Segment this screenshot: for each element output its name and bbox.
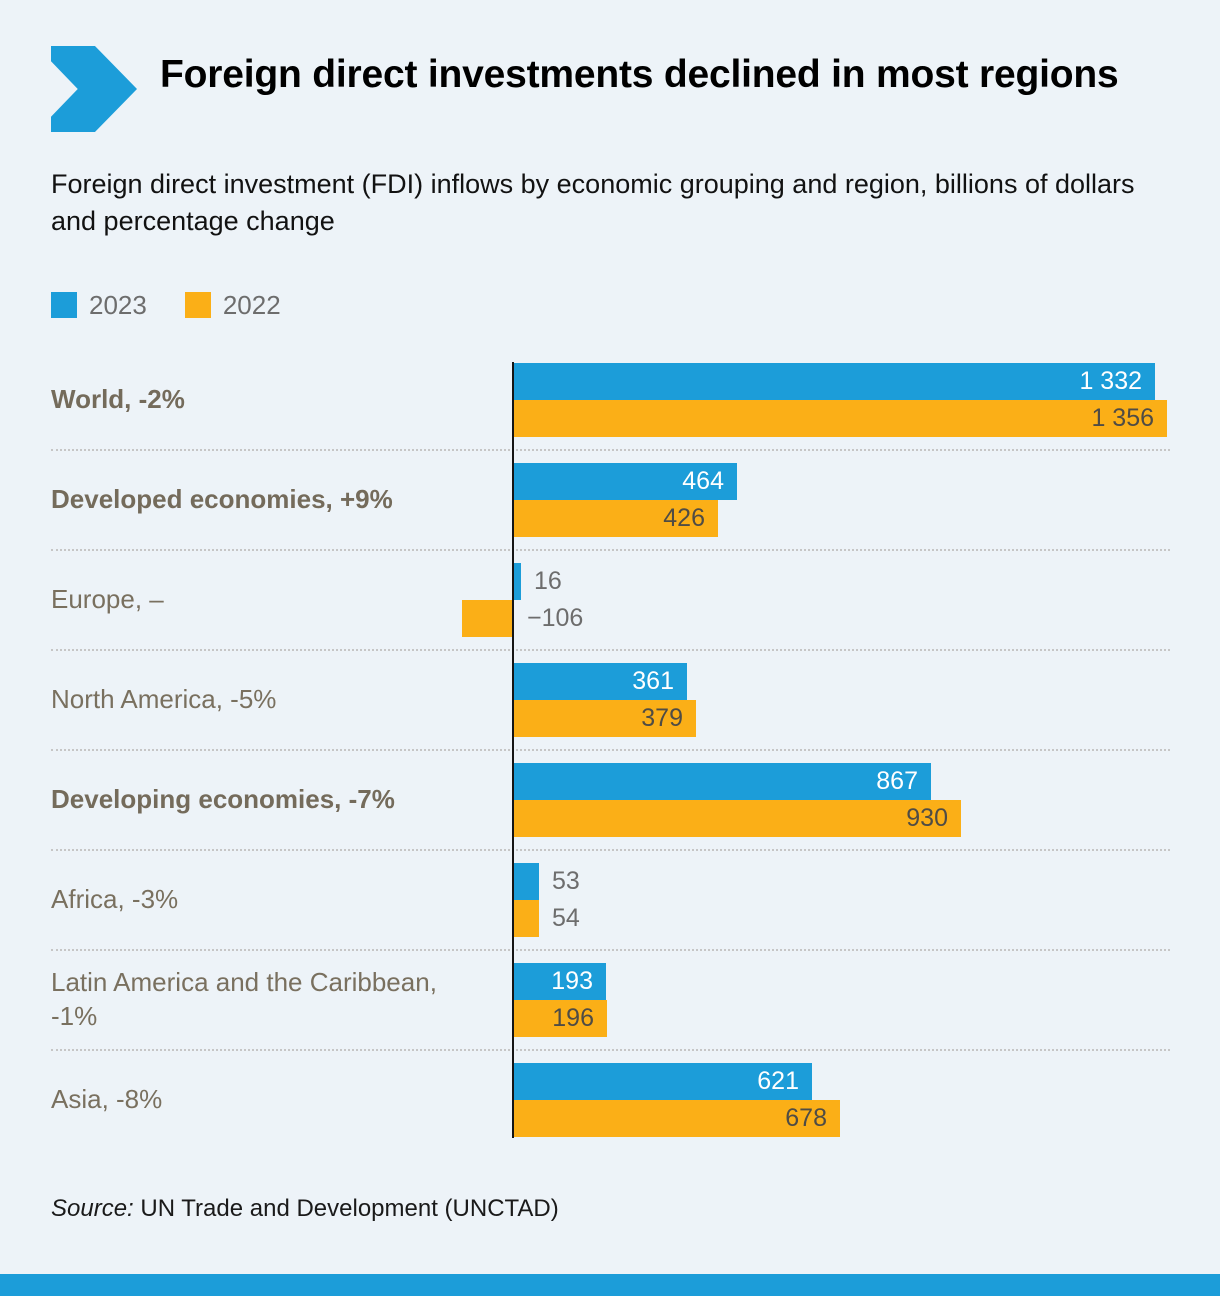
source-prefix: Source: xyxy=(51,1194,134,1222)
legend-swatch-2023-icon xyxy=(51,292,77,319)
bar-2022: 678 xyxy=(513,1099,840,1137)
bar-2022: 426 xyxy=(513,499,718,537)
chart-row: Developed economies, +9% 464 426 xyxy=(51,448,1170,549)
bar-2022: 379 xyxy=(513,699,696,737)
value-label: 867 xyxy=(876,766,918,795)
category-label: Developing economies, -7% xyxy=(51,784,395,815)
source-text: UN Trade and Development (UNCTAD) xyxy=(133,1194,559,1222)
value-label: 621 xyxy=(757,1066,799,1095)
header: Foreign direct investments declined in m… xyxy=(51,45,1170,133)
legend-label-2022: 2022 xyxy=(222,289,281,320)
value-label: 193 xyxy=(551,966,593,995)
category-label: Developed economies, +9% xyxy=(51,484,393,515)
bar-2022: 930 xyxy=(513,799,961,837)
value-label: 930 xyxy=(906,803,948,832)
bar-group: 867 930 xyxy=(513,762,1170,837)
value-label: 1 356 xyxy=(1091,403,1154,432)
source-line: Source: UN Trade and Development (UNCTAD… xyxy=(51,1195,1170,1223)
legend-item-2023: 2023 xyxy=(51,290,147,321)
bar-group: 361 379 xyxy=(513,662,1170,737)
chart-row: Asia, -8% 621 678 xyxy=(51,1048,1170,1149)
category-label: North America, -5% xyxy=(51,684,277,715)
value-label: 54 xyxy=(552,903,580,932)
value-label: 464 xyxy=(682,466,724,495)
bar-group: 1 332 1 356 xyxy=(513,362,1170,437)
category-label: Europe, – xyxy=(51,584,164,615)
category-label: World, -2% xyxy=(51,384,185,415)
legend-item-2022: 2022 xyxy=(184,289,281,321)
category-label: Asia, -8% xyxy=(51,1084,163,1115)
value-label: −106 xyxy=(527,603,584,632)
bar-group: 621 678 xyxy=(513,1062,1170,1137)
legend: 2023 2022 xyxy=(51,290,1170,321)
content: Foreign direct investments declined in m… xyxy=(51,45,1170,1223)
legend-label-2023: 2023 xyxy=(89,289,147,320)
bar-2022: 196 xyxy=(513,999,607,1037)
axis-line xyxy=(512,361,514,1138)
value-label: 379 xyxy=(641,703,683,732)
bar-2023 xyxy=(513,862,539,900)
chart-row: Africa, -3% 53 54 xyxy=(51,848,1170,949)
chart-subtitle: Foreign direct investment (FDI) inflows … xyxy=(51,169,1135,236)
chart-row: North America, -5% 361 379 xyxy=(51,648,1170,749)
value-label: 53 xyxy=(552,866,580,895)
bar-2023: 464 xyxy=(513,462,737,500)
value-label: 361 xyxy=(632,666,674,695)
chart-row: World, -2% 1 332 1 356 xyxy=(51,351,1170,449)
chevron-right-icon xyxy=(51,45,137,133)
bar-2023: 1 332 xyxy=(513,362,1155,400)
category-label: Latin America and the Caribbean, -1% xyxy=(51,967,437,1031)
bar-2022 xyxy=(513,899,539,937)
bar-2023: 361 xyxy=(513,662,687,700)
chart-row: Europe, – 16 −106 xyxy=(51,548,1170,649)
chart-row: Developing economies, -7% 867 930 xyxy=(51,748,1170,849)
category-label: Africa, -3% xyxy=(51,884,179,915)
bar-2023: 621 xyxy=(513,1062,812,1100)
bar-2022: 1 356 xyxy=(513,399,1167,437)
bar-group: 464 426 xyxy=(513,462,1170,537)
value-label: 16 xyxy=(534,566,562,595)
footer-stripe xyxy=(0,1274,1220,1296)
legend-swatch-2022-icon xyxy=(184,292,211,319)
page-title: Foreign direct investments declined in m… xyxy=(160,53,1119,96)
chart-row: Latin America and the Caribbean, -1% 193 1… xyxy=(51,948,1170,1049)
value-label: 426 xyxy=(663,503,705,532)
chart-rows: World, -2% 1 332 1 356 Developed economies,… xyxy=(51,351,1170,1149)
value-label: 196 xyxy=(552,1003,594,1032)
bar-2023: 867 xyxy=(513,762,931,800)
bar-chart: World, -2% 1 332 1 356 Developed economies,… xyxy=(51,351,1170,1149)
value-label: 678 xyxy=(785,1103,827,1132)
bar-group: 53 54 xyxy=(513,862,1170,937)
bar-group: 193 196 xyxy=(513,962,1170,1037)
bar-2023: 193 xyxy=(513,962,606,1000)
bar-2022 xyxy=(462,599,513,637)
bar-2023 xyxy=(513,562,521,600)
value-label: 1 332 xyxy=(1079,366,1142,395)
bar-group: 16 −106 xyxy=(462,562,1170,637)
